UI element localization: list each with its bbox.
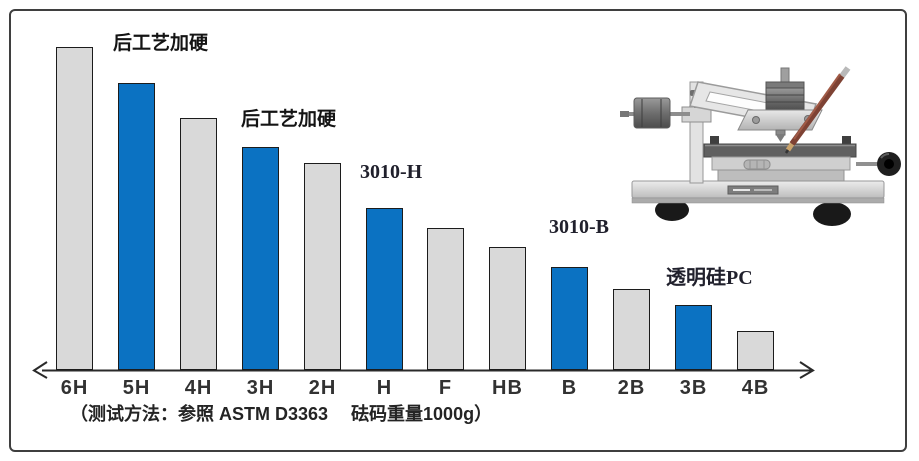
x-axis-left-arrow-icon bbox=[32, 361, 48, 379]
bar-HB bbox=[489, 247, 526, 370]
x-tick-B: B bbox=[561, 377, 578, 399]
bar-F bbox=[427, 228, 464, 370]
bar-H bbox=[366, 208, 403, 370]
x-tick-4H: 4H bbox=[184, 377, 213, 399]
x-tick-2B: 2B bbox=[617, 377, 646, 399]
bar-2B bbox=[613, 289, 650, 370]
annotation-5H: 后工艺加硬 bbox=[113, 33, 209, 54]
machine-counterweight bbox=[620, 97, 690, 129]
bar-6H bbox=[56, 47, 93, 370]
x-tick-5H: 5H bbox=[122, 377, 151, 399]
x-tick-3H: 3H bbox=[246, 377, 275, 399]
pencil-hardness-tester-photo bbox=[620, 66, 901, 226]
machine-pencil bbox=[784, 66, 851, 154]
machine-knob bbox=[856, 152, 901, 176]
x-axis-right-arrow-icon bbox=[799, 361, 815, 379]
x-tick-F: F bbox=[438, 377, 453, 399]
annotation-3H: 后工艺加硬 bbox=[241, 109, 337, 130]
x-tick-4B: 4B bbox=[741, 377, 770, 399]
annotation-B: 3010-B bbox=[549, 216, 609, 238]
chart-caption: （测试方法：参照 ASTM D3363 砝码重量1000g） bbox=[70, 404, 493, 424]
bar-5H bbox=[118, 83, 155, 370]
bar-4H bbox=[180, 118, 217, 370]
annotation-H: 3010-H bbox=[360, 161, 423, 183]
x-tick-6H: 6H bbox=[60, 377, 89, 399]
bar-B bbox=[551, 267, 588, 370]
machine-stage bbox=[703, 136, 857, 182]
machine-feet bbox=[655, 199, 851, 226]
bar-2H bbox=[304, 163, 341, 370]
annotation-3B: 透明硅PC bbox=[666, 267, 753, 289]
x-tick-2H: 2H bbox=[308, 377, 337, 399]
machine-base bbox=[631, 180, 885, 204]
bar-4B bbox=[737, 331, 774, 370]
bar-3H bbox=[242, 147, 279, 370]
x-tick-HB: HB bbox=[492, 377, 523, 399]
x-tick-3B: 3B bbox=[679, 377, 708, 399]
x-tick-H: H bbox=[376, 377, 393, 399]
bar-3B bbox=[675, 305, 712, 370]
